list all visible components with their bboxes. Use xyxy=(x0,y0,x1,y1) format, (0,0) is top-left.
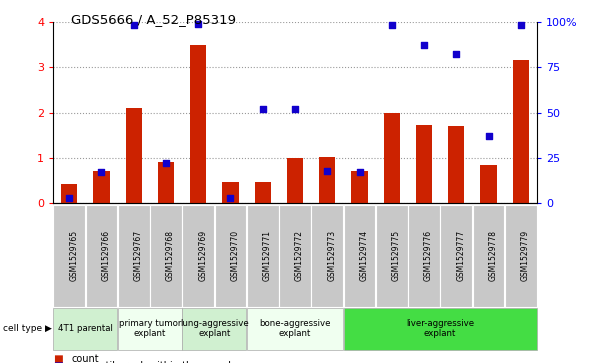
Text: cell type ▶: cell type ▶ xyxy=(3,324,52,333)
Text: GSM1529774: GSM1529774 xyxy=(359,231,369,281)
Point xyxy=(64,195,74,201)
Text: lung-aggressive
explant: lung-aggressive explant xyxy=(180,319,249,338)
Text: GSM1529777: GSM1529777 xyxy=(456,231,466,281)
Text: bone-aggressive
explant: bone-aggressive explant xyxy=(259,319,331,338)
Text: percentile rank within the sample: percentile rank within the sample xyxy=(72,361,237,363)
Bar xyxy=(319,156,335,203)
Point xyxy=(387,23,396,28)
Text: GSM1529765: GSM1529765 xyxy=(69,231,78,281)
Text: GSM1529773: GSM1529773 xyxy=(327,231,336,281)
Bar xyxy=(222,182,238,203)
Point xyxy=(355,170,364,175)
Bar xyxy=(384,113,400,203)
Point xyxy=(323,168,332,174)
Point xyxy=(97,170,106,175)
Bar xyxy=(255,182,271,203)
Text: GSM1529770: GSM1529770 xyxy=(231,231,240,281)
Text: GSM1529776: GSM1529776 xyxy=(424,231,433,281)
Bar xyxy=(352,171,368,203)
Point xyxy=(161,160,171,166)
Point xyxy=(451,52,461,57)
Text: primary tumor
explant: primary tumor explant xyxy=(119,319,181,338)
Text: GSM1529766: GSM1529766 xyxy=(101,231,110,281)
Point xyxy=(226,195,235,201)
Text: 4T1 parental: 4T1 parental xyxy=(58,324,113,333)
Text: GSM1529768: GSM1529768 xyxy=(166,231,175,281)
Text: ■: ■ xyxy=(53,361,63,363)
Text: GSM1529769: GSM1529769 xyxy=(198,231,207,281)
Text: ■: ■ xyxy=(53,354,63,363)
Bar xyxy=(513,60,529,203)
Point xyxy=(419,42,429,48)
Bar xyxy=(126,108,142,203)
Text: GSM1529767: GSM1529767 xyxy=(134,231,143,281)
Point xyxy=(194,21,203,26)
Text: GSM1529775: GSM1529775 xyxy=(392,231,401,281)
Text: GDS5666 / A_52_P85319: GDS5666 / A_52_P85319 xyxy=(71,13,236,26)
Bar xyxy=(480,165,497,203)
Bar xyxy=(448,126,464,203)
Point xyxy=(258,106,267,112)
Bar xyxy=(158,163,174,203)
Point xyxy=(129,23,139,28)
Text: GSM1529779: GSM1529779 xyxy=(521,231,530,281)
Text: count: count xyxy=(72,354,100,363)
Text: GSM1529771: GSM1529771 xyxy=(263,231,272,281)
Text: liver-aggressive
explant: liver-aggressive explant xyxy=(406,319,474,338)
Bar xyxy=(190,45,206,203)
Bar xyxy=(93,171,110,203)
Point xyxy=(290,106,300,112)
Point xyxy=(484,133,493,139)
Point xyxy=(516,23,526,28)
Text: GSM1529772: GSM1529772 xyxy=(295,231,304,281)
Bar xyxy=(287,158,303,203)
Bar xyxy=(61,184,77,203)
Text: GSM1529778: GSM1529778 xyxy=(489,231,497,281)
Bar xyxy=(416,125,432,203)
